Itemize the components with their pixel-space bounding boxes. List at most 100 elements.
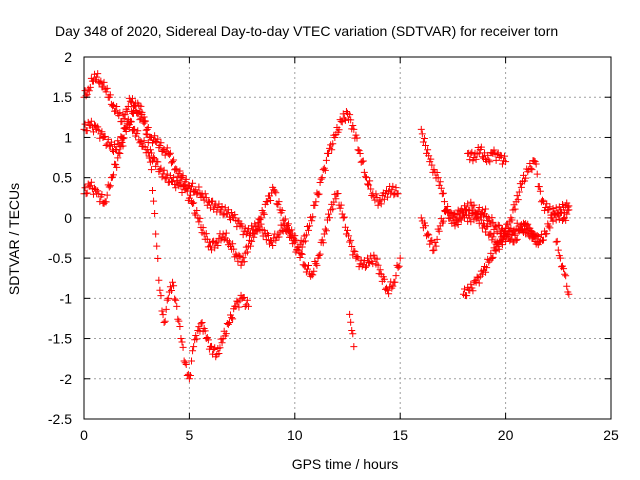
data-point — [222, 330, 230, 338]
data-point — [301, 237, 309, 245]
data-point — [348, 243, 356, 251]
data-point — [482, 205, 490, 213]
data-point — [218, 203, 226, 211]
data-point — [390, 191, 398, 199]
y-tick-label: 2 — [64, 49, 72, 65]
data-point — [93, 73, 101, 81]
data-point — [288, 226, 296, 234]
series-track-f — [459, 219, 543, 300]
data-point — [543, 200, 551, 208]
data-point — [429, 247, 437, 255]
data-point — [189, 199, 197, 207]
data-point — [531, 237, 539, 245]
data-point — [347, 318, 355, 326]
data-point — [507, 224, 515, 232]
data-point — [294, 243, 302, 251]
data-point — [367, 252, 375, 260]
data-point — [131, 125, 139, 133]
data-point — [315, 252, 323, 260]
data-point — [351, 248, 359, 256]
data-point — [517, 183, 525, 191]
data-point — [376, 266, 384, 274]
data-point — [322, 227, 330, 235]
data-point — [233, 297, 241, 305]
data-point — [548, 214, 556, 222]
data-point — [310, 267, 318, 275]
data-point — [94, 187, 102, 195]
data-point — [151, 210, 159, 218]
data-point — [346, 238, 354, 246]
data-point — [556, 209, 564, 217]
data-point — [206, 204, 214, 212]
data-point — [477, 143, 485, 151]
data-point — [291, 232, 299, 240]
data-point — [466, 214, 474, 222]
data-point — [146, 146, 154, 154]
data-point — [471, 277, 479, 285]
data-point — [144, 123, 152, 131]
data-point — [331, 133, 339, 141]
data-point — [557, 208, 565, 216]
data-point — [439, 217, 447, 225]
data-point — [450, 219, 458, 227]
data-point — [470, 216, 478, 224]
data-point — [152, 162, 160, 170]
data-point — [275, 198, 283, 206]
data-point — [219, 211, 227, 219]
data-point — [337, 201, 345, 209]
data-point — [490, 146, 498, 154]
data-point — [155, 276, 163, 284]
data-point — [385, 290, 393, 298]
data-point — [177, 335, 185, 343]
data-point — [508, 231, 516, 239]
data-point — [489, 233, 497, 241]
data-point — [524, 228, 532, 236]
data-point — [339, 214, 347, 222]
data-point — [377, 200, 385, 208]
data-point — [361, 263, 369, 271]
data-point — [556, 254, 564, 262]
data-point — [388, 186, 396, 194]
data-point — [468, 148, 476, 156]
data-point — [528, 234, 536, 242]
data-point — [476, 210, 484, 218]
series-track-i — [346, 310, 358, 351]
data-point — [473, 273, 481, 281]
data-point — [362, 174, 370, 182]
data-point — [353, 134, 361, 142]
data-point — [347, 116, 355, 124]
data-point — [262, 236, 270, 244]
data-point — [159, 146, 167, 154]
data-point — [511, 205, 519, 213]
data-point — [361, 173, 369, 181]
data-point — [466, 156, 474, 164]
data-point — [193, 335, 201, 343]
data-point — [172, 165, 180, 173]
data-point — [354, 146, 362, 154]
data-point — [100, 78, 108, 86]
data-point — [366, 177, 374, 185]
data-point — [355, 147, 363, 155]
data-point — [243, 296, 251, 304]
data-point — [562, 216, 570, 224]
data-point — [176, 322, 184, 330]
data-point — [389, 182, 397, 190]
data-point — [502, 237, 510, 245]
data-point — [185, 375, 193, 383]
data-point — [94, 70, 102, 78]
data-point — [172, 296, 180, 304]
data-point — [444, 202, 452, 210]
data-point — [230, 245, 238, 253]
data-point — [428, 161, 436, 169]
data-point — [228, 314, 236, 322]
data-point — [157, 139, 165, 147]
data-point — [537, 231, 545, 239]
data-point — [488, 236, 496, 244]
data-point — [565, 290, 573, 298]
data-point — [241, 224, 249, 232]
data-point — [349, 122, 357, 130]
data-point — [367, 185, 375, 193]
data-point — [218, 339, 226, 347]
data-point — [106, 142, 114, 150]
